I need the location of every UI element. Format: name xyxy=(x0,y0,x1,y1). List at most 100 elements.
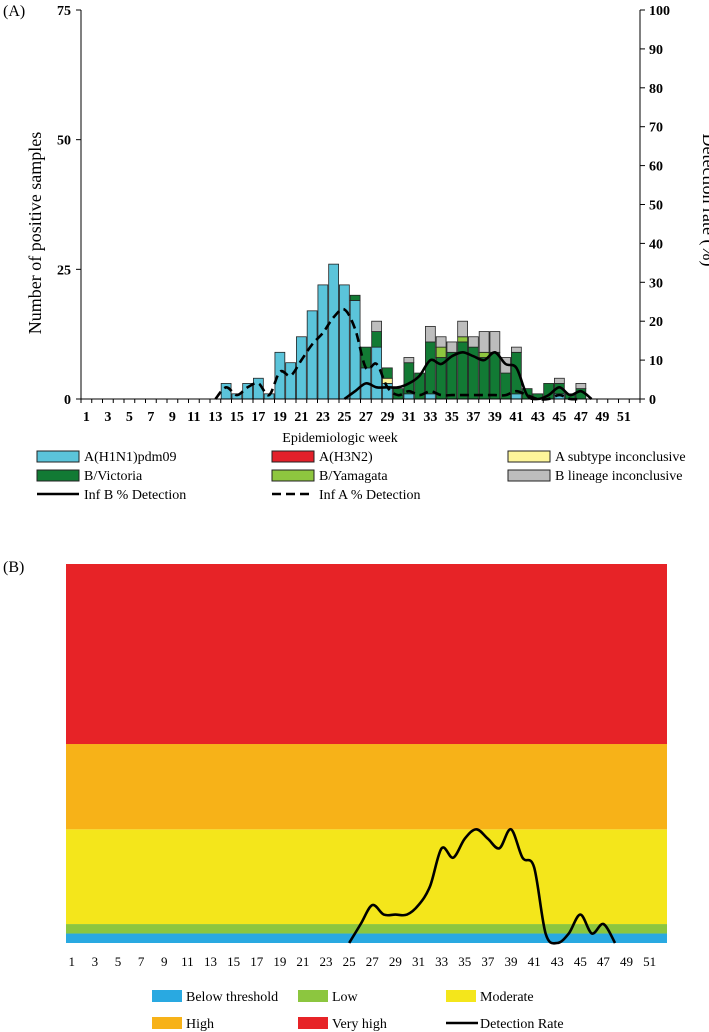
x-tick-label: 43 xyxy=(531,410,545,425)
x-tick-label: 7 xyxy=(147,410,154,425)
band-below-threshold xyxy=(66,933,667,943)
x-tick-label: 29 xyxy=(389,954,402,969)
bar-segment xyxy=(489,331,501,353)
legend-swatch-ainc xyxy=(507,450,551,463)
left-y-axis-title: Number of positive samples xyxy=(25,132,45,334)
bar-segment xyxy=(457,320,468,338)
x-tick-label: 51 xyxy=(643,954,656,969)
right-y-tick-label: 50 xyxy=(649,199,663,214)
bar-segment xyxy=(371,331,382,348)
bar-segment xyxy=(403,357,415,364)
legend-swatch-veryhigh xyxy=(298,1017,328,1029)
x-tick-label: 9 xyxy=(161,954,168,969)
bar-segment xyxy=(457,336,468,343)
right-y-tick-label: 100 xyxy=(649,4,670,19)
band-high xyxy=(66,744,667,830)
legend-swatch-moderate xyxy=(446,990,476,1002)
legend-swatch-h3n2 xyxy=(271,450,315,463)
bar-segment xyxy=(511,393,522,400)
x-tick-label: 39 xyxy=(504,954,517,969)
panel-a-label: (A) xyxy=(3,3,25,20)
legend-label-rate: Detection Rate xyxy=(480,1017,564,1032)
x-tick-label: 19 xyxy=(273,410,287,425)
right-y-tick-label: 80 xyxy=(649,82,663,97)
bar-segment xyxy=(511,346,522,353)
x-tick-label: 31 xyxy=(402,410,416,425)
bar-segment xyxy=(349,300,361,400)
panel-b-label: (B) xyxy=(3,559,24,576)
x-tick-label: 47 xyxy=(597,954,611,969)
right-y-tick-label: 60 xyxy=(649,160,663,175)
legend-label-bvic: B/Victoria xyxy=(84,469,143,484)
bar-segment xyxy=(317,284,329,400)
x-tick-label: 51 xyxy=(617,410,631,425)
x-tick-label: 37 xyxy=(466,410,480,425)
legend-swatch-high xyxy=(152,1017,182,1029)
bar-segment xyxy=(220,383,232,400)
right-y-axis-title: Detection rate (%) xyxy=(698,134,709,267)
inf-a-detection-line xyxy=(214,307,581,401)
x-tick-label: 27 xyxy=(366,954,380,969)
legend-swatch-below xyxy=(152,990,182,1002)
bar-segment xyxy=(371,320,382,332)
legend-label-h1n1: A(H1N1)pdm09 xyxy=(84,450,177,465)
bar-segment xyxy=(403,362,415,395)
x-tick-label: 43 xyxy=(551,954,564,969)
bar-segment xyxy=(478,331,490,353)
right-y-tick-label: 0 xyxy=(649,393,656,408)
bar-segment xyxy=(446,341,458,353)
bar-segment xyxy=(554,377,565,384)
x-tick-label: 41 xyxy=(509,410,523,425)
x-tick-label: 25 xyxy=(337,410,351,425)
x-tick-label: 1 xyxy=(69,954,76,969)
panel-b-chart: (B) 1 3 5 7 9 11 13 15 17 19 21 23 25 27 29 31 33 35 37 39 4… xyxy=(3,559,667,1032)
bar-segment xyxy=(425,341,436,395)
legend-label-low: Low xyxy=(332,990,359,1005)
x-tick-label: 37 xyxy=(481,954,495,969)
legend-label-below: Below threshold xyxy=(186,990,278,1005)
bar-segment xyxy=(328,263,339,400)
bar-segment xyxy=(403,393,415,400)
x-tick-label: 3 xyxy=(104,410,111,425)
right-y-tick-label: 20 xyxy=(649,315,663,330)
band-moderate xyxy=(66,829,667,925)
x-tick-label: 17 xyxy=(251,410,265,425)
right-y-tick-label: 10 xyxy=(649,354,663,369)
x-tick-label: 11 xyxy=(181,954,194,969)
left-y-tick-label: 0 xyxy=(64,393,71,408)
bar-segment xyxy=(382,377,393,384)
x-tick-label: 21 xyxy=(294,410,308,425)
x-tick-label: 33 xyxy=(435,954,448,969)
x-axis-title: Epidemiologic week xyxy=(282,431,397,446)
x-tick-label: 49 xyxy=(620,954,633,969)
x-tick-label: 23 xyxy=(320,954,333,969)
panel-b-line xyxy=(348,827,617,945)
x-tick-label: 21 xyxy=(296,954,309,969)
right-y-tick-label: 40 xyxy=(649,237,663,252)
x-tick-label: 11 xyxy=(187,410,200,425)
x-tick-label: 9 xyxy=(169,410,176,425)
legend-label-binc: B lineage inconclusive xyxy=(555,469,683,484)
legend-swatch-h1n1 xyxy=(36,450,80,463)
bar-segment xyxy=(306,310,318,400)
legend-swatch-bvic xyxy=(36,469,80,482)
bar-segment xyxy=(425,325,436,343)
x-tick-label: 1 xyxy=(83,410,90,425)
bar-segment xyxy=(457,341,468,400)
bar-segment xyxy=(478,357,490,400)
panel-a-lines xyxy=(214,307,593,401)
legend-swatch-binc xyxy=(507,469,551,482)
x-tick-label: 27 xyxy=(359,410,373,425)
panel-b-legend: Below threshold Low Moderate High Very high D… xyxy=(152,990,564,1032)
left-y-tick-label: 75 xyxy=(57,4,71,19)
x-tick-label: 19 xyxy=(273,954,286,969)
band-low xyxy=(66,924,667,934)
x-tick-label: 47 xyxy=(574,410,588,425)
legend-label-veryhigh: Very high xyxy=(332,1017,387,1032)
x-tick-label: 49 xyxy=(595,410,609,425)
bar-segment xyxy=(425,393,436,400)
left-y-tick-label: 25 xyxy=(57,263,71,278)
legend-label-byam: B/Yamagata xyxy=(319,469,388,484)
